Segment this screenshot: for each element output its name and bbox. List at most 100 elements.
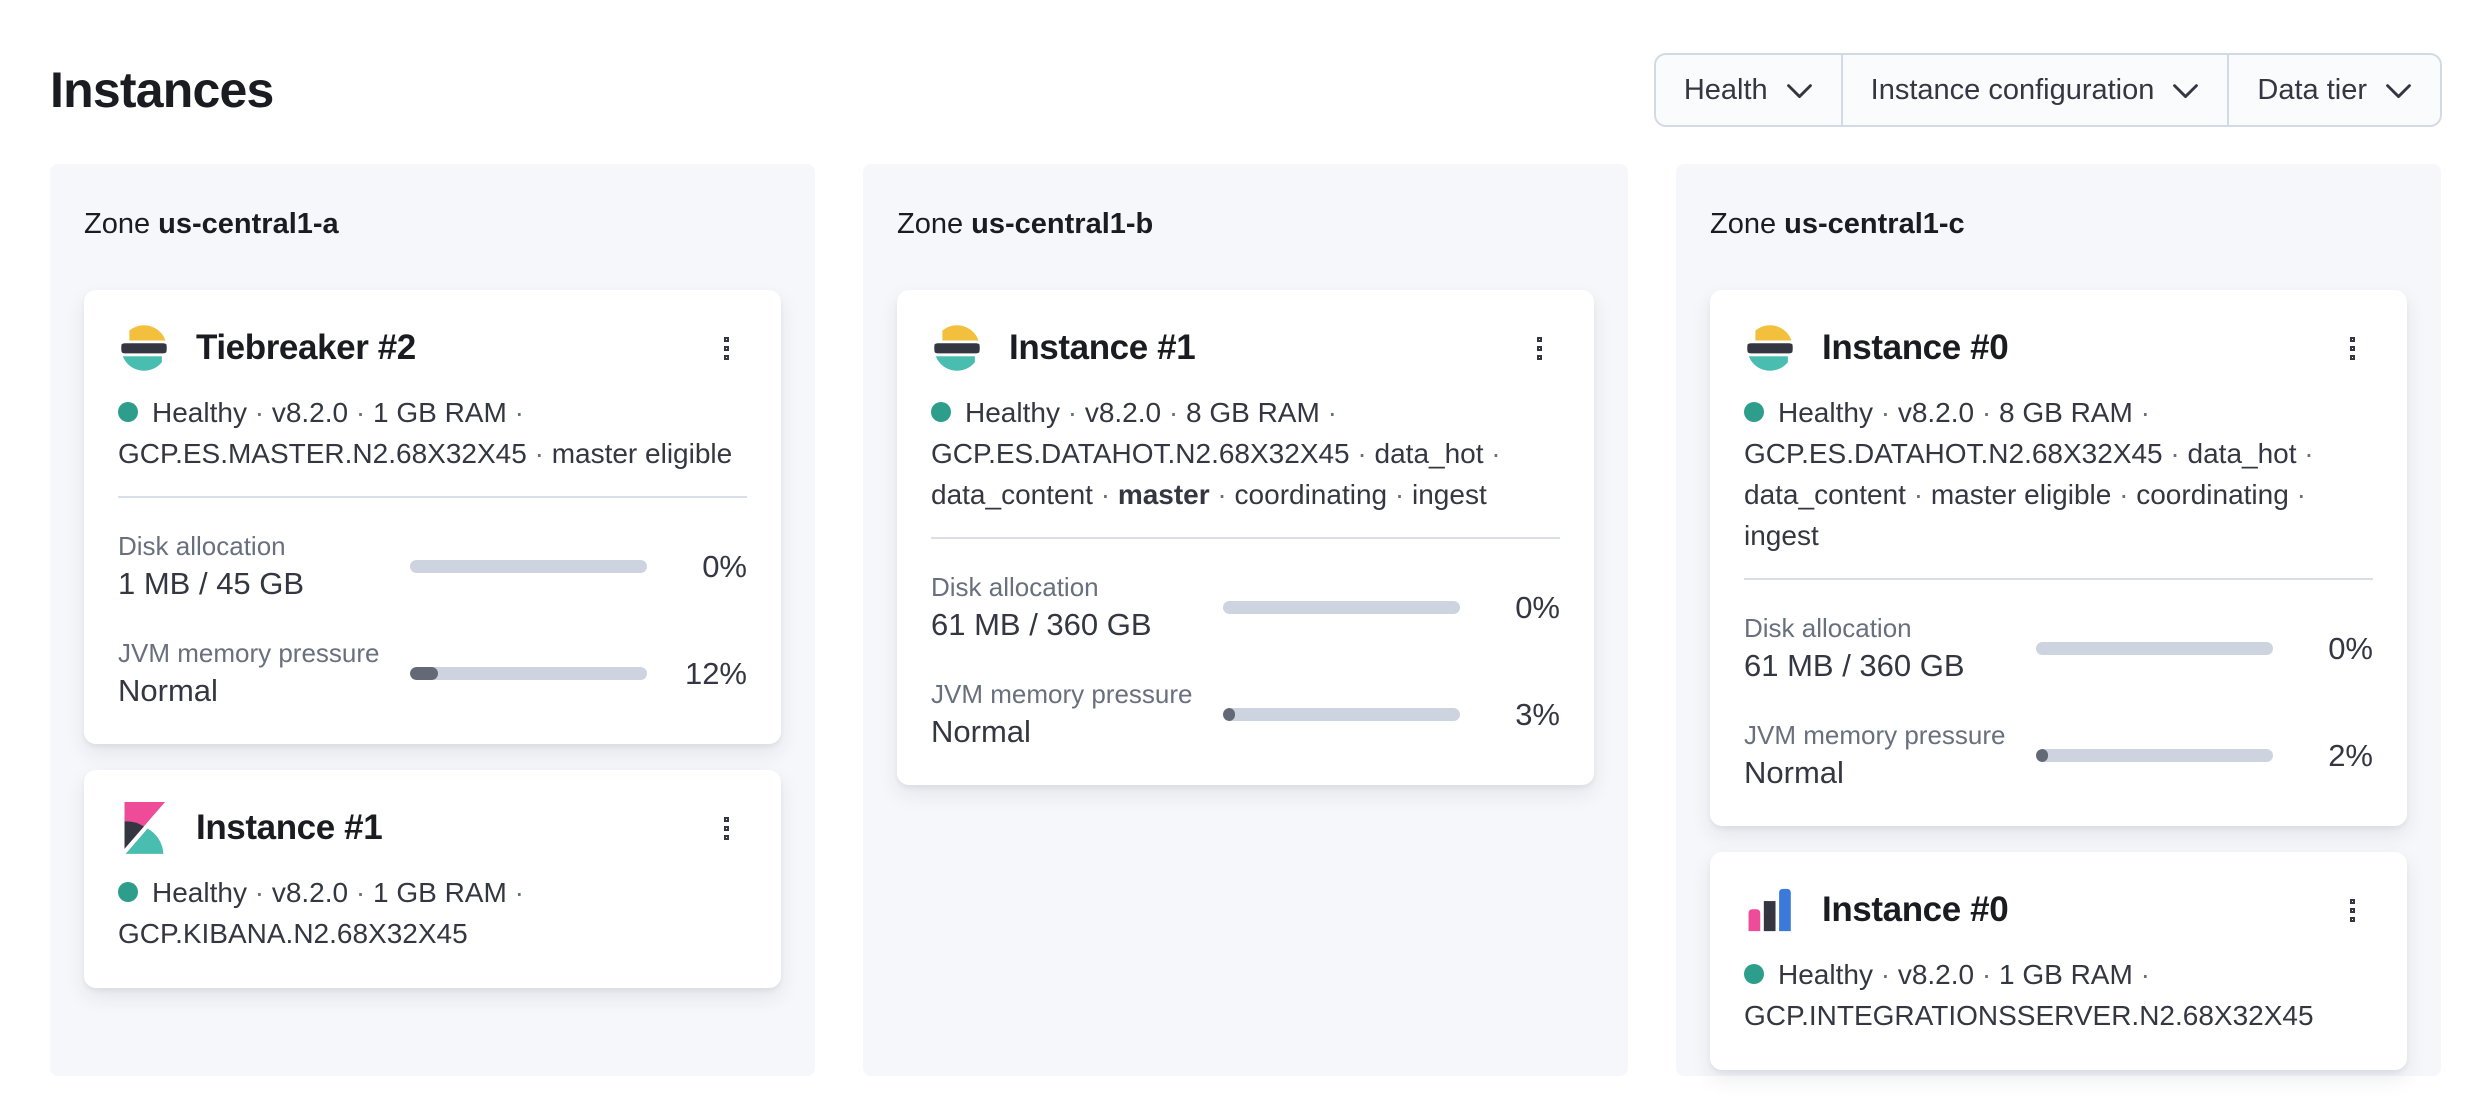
meta-separator: · xyxy=(1209,479,1235,511)
meta-separator: · xyxy=(1059,397,1085,429)
meta-item: data_hot xyxy=(1374,438,1484,470)
instance-card: Instance #0 Healthy · v8.2.0 · 1 GB RAM … xyxy=(1710,852,2407,1071)
elasticsearch-logo xyxy=(1744,322,1796,374)
instance-title: Instance #1 xyxy=(1009,328,1196,367)
boxes-vertical-icon xyxy=(2349,898,2355,904)
page-title: Instances xyxy=(50,62,274,118)
meta-item: coordinating xyxy=(2136,479,2289,511)
metric-progress-bar xyxy=(1223,601,1460,615)
metrics: Disk allocation 61 MB / 360 GB 0% JVM me… xyxy=(931,571,1560,751)
meta-separator: · xyxy=(1319,397,1337,429)
boxes-vertical-icon xyxy=(723,834,729,840)
zone-name: us-central1-a xyxy=(158,208,339,240)
metric-row: JVM memory pressure Normal 2% xyxy=(1744,719,2373,792)
boxes-vertical-icon xyxy=(1536,354,1542,360)
zone-cards: Instance #0 Healthy · v8.2.0 · 8 GB RAM … xyxy=(1710,290,2407,1071)
instance-card-header: Instance #0 xyxy=(1744,884,2373,936)
boxes-vertical-icon xyxy=(2349,916,2355,922)
card-divider xyxy=(118,496,747,499)
meta-item: data_content xyxy=(931,479,1093,511)
metric-fill xyxy=(2036,749,2048,763)
chevron-down-icon xyxy=(2386,84,2411,98)
instance-menu-button[interactable] xyxy=(705,324,747,372)
meta-item: GCP.ES.DATAHOT.N2.68X32X45 xyxy=(931,438,1350,470)
metric-label: Disk allocation xyxy=(1744,613,1912,644)
boxes-vertical-icon xyxy=(723,354,729,360)
meta-separator: · xyxy=(2288,479,2306,511)
zone-name: us-central1-c xyxy=(1784,208,1965,240)
metric-text: Disk allocation 1 MB / 45 GB xyxy=(118,530,410,603)
instance-card: Instance #0 Healthy · v8.2.0 · 8 GB RAM … xyxy=(1710,290,2407,827)
filter-data-tier[interactable]: Data tier xyxy=(2227,55,2440,125)
metric-row: JVM memory pressure Normal 3% xyxy=(931,678,1560,751)
metric-row: Disk allocation 1 MB / 45 GB 0% xyxy=(118,530,747,603)
filter-health[interactable]: Health xyxy=(1656,55,1841,125)
health-status: Healthy xyxy=(1778,397,1873,429)
metric-label: Disk allocation xyxy=(118,531,286,562)
metric-percent: 0% xyxy=(1515,590,1560,626)
metric-text: Disk allocation 61 MB / 360 GB xyxy=(1744,612,2036,685)
metric-progress-bar xyxy=(1223,708,1460,722)
filter-data-tier-label: Data tier xyxy=(2257,73,2367,106)
instance-health-line: Healthy · v8.2.0 · 1 GB RAM · GCP.KIBANA… xyxy=(118,872,747,954)
metric-percent: 0% xyxy=(702,549,747,585)
zones-row: Zone us-central1-a Tiebreaker #2 Healthy… xyxy=(50,164,2442,1076)
instance-card: Tiebreaker #2 Healthy · v8.2.0 · 1 GB RA… xyxy=(84,290,781,745)
instance-card-header: Instance #0 xyxy=(1744,322,2373,374)
meta-separator: · xyxy=(1872,959,1898,991)
metric-value: Normal xyxy=(931,714,1031,750)
zone-panel: Zone us-central1-a Tiebreaker #2 Healthy… xyxy=(50,164,815,1076)
meta-separator: · xyxy=(1349,438,1375,470)
metric-value: 61 MB / 360 GB xyxy=(931,607,1152,643)
metric-value: Normal xyxy=(1744,755,1844,791)
meta-separator: · xyxy=(348,877,373,909)
metric-percent: 12% xyxy=(684,656,747,692)
instance-card-header: Tiebreaker #2 xyxy=(118,322,747,374)
instance-card-header: Instance #1 xyxy=(931,322,1560,374)
meta-separator: · xyxy=(1974,959,1999,991)
instance-menu-button[interactable] xyxy=(1518,324,1560,372)
instance-menu-button[interactable] xyxy=(2331,324,2373,372)
metric-percent: 2% xyxy=(2328,738,2373,774)
meta-separator: · xyxy=(2132,959,2150,991)
metrics: Disk allocation 1 MB / 45 GB 0% JVM memo… xyxy=(118,530,747,710)
instance-menu-button[interactable] xyxy=(2331,886,2373,934)
zone-label: Zone us-central1-b xyxy=(897,206,1594,242)
metric-progress-bar xyxy=(2036,642,2273,656)
instance-card: Instance #1 Healthy · v8.2.0 · 8 GB RAM … xyxy=(897,290,1594,786)
chevron-down-icon xyxy=(1786,84,1812,98)
boxes-vertical-icon xyxy=(2349,336,2355,342)
meta-item: v8.2.0 xyxy=(271,397,349,429)
meta-item: GCP.INTEGRATIONSSERVER.N2.68X32X45 xyxy=(1744,1000,2314,1032)
instance-card-header: Instance #1 xyxy=(118,802,747,855)
health-status: Healthy xyxy=(965,397,1060,429)
instance-menu-button[interactable] xyxy=(705,804,747,852)
meta-item: data_content xyxy=(1744,479,1906,511)
health-dot-icon xyxy=(1744,964,1764,985)
metric-value: 1 MB / 45 GB xyxy=(118,566,305,602)
zone-name: us-central1-b xyxy=(971,208,1154,240)
meta-separator: · xyxy=(2132,397,2150,429)
elasticsearch-logo xyxy=(118,322,170,374)
boxes-vertical-icon xyxy=(1536,345,1542,351)
zone-label: Zone us-central1-a xyxy=(84,206,781,242)
boxes-vertical-icon xyxy=(2349,345,2355,351)
meta-separator: · xyxy=(2162,438,2188,470)
health-dot-icon xyxy=(931,402,951,423)
meta-item: ingest xyxy=(1744,520,1819,552)
metric-label: JVM memory pressure xyxy=(931,679,1193,710)
meta-item: v8.2.0 xyxy=(271,877,349,909)
meta-separator: · xyxy=(246,877,272,909)
boxes-vertical-icon xyxy=(723,825,729,831)
metric-label: Disk allocation xyxy=(931,572,1099,603)
filter-instance-configuration[interactable]: Instance configuration xyxy=(1840,55,2228,125)
metric-percent: 0% xyxy=(2328,631,2373,667)
meta-item: 8 GB RAM xyxy=(1186,397,1320,429)
metric-progress-bar xyxy=(410,667,647,681)
instance-title: Instance #1 xyxy=(196,808,383,847)
health-status: Healthy xyxy=(152,877,247,909)
metric-label: JVM memory pressure xyxy=(1744,720,2006,751)
card-divider xyxy=(1744,578,2373,581)
chevron-down-icon xyxy=(2173,84,2199,98)
